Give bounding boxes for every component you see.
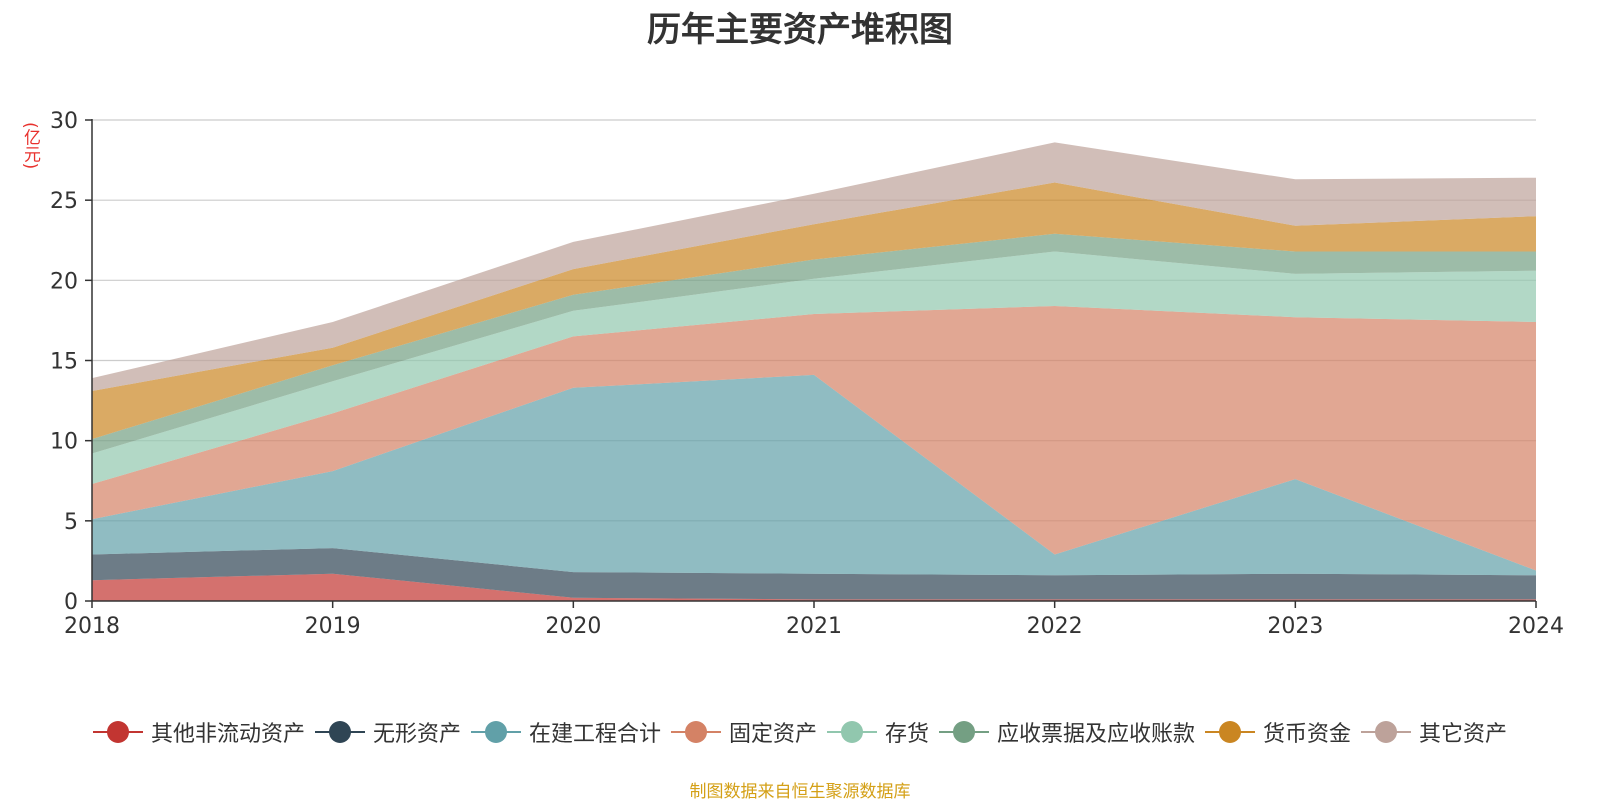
legend-item-6[interactable]: 货币资金 <box>1205 716 1351 748</box>
source-note: 制图数据来自恒生聚源数据库 <box>689 782 911 802</box>
legend-label: 存货 <box>885 722 930 747</box>
legend-item-5[interactable]: 应收票据及应收账款 <box>939 716 1195 748</box>
legend-label: 固定资产 <box>728 722 817 747</box>
y-tick-label: 10 <box>50 430 78 455</box>
area-series-1 <box>92 548 1536 600</box>
y-tick-label: 30 <box>50 109 78 134</box>
area-series <box>92 142 1536 601</box>
area-series-3 <box>92 306 1536 571</box>
legend-marker-icon <box>1361 721 1412 743</box>
x-tick-label: 2021 <box>786 614 842 639</box>
legend-marker-icon <box>470 721 521 743</box>
legend-marker-icon <box>92 721 143 743</box>
legend: 其他非流动资产 无形资产 在建工程合计 固定资产 存货 应收票据及应收账款 货币资金 其它资产 <box>0 716 1600 748</box>
x-tick-label: 2023 <box>1267 614 1323 639</box>
legend-item-4[interactable]: 存货 <box>827 716 929 748</box>
y-tick-label: 20 <box>50 269 78 294</box>
x-tick-label: 2020 <box>545 614 601 639</box>
x-tick-label: 2024 <box>1508 614 1564 639</box>
y-tick-label: 5 <box>64 510 78 535</box>
area-series-5 <box>92 233 1536 454</box>
y-tick-label: 15 <box>50 350 78 375</box>
axes: 0 5 10 15 20 25 30 2018 2019 2020 2021 2022 2023 2024 <box>50 109 1564 639</box>
legend-item-3[interactable]: 固定资产 <box>670 716 817 748</box>
legend-item-2[interactable]: 在建工程合计 <box>470 716 661 748</box>
legend-marker-icon <box>670 721 721 743</box>
area-series-0 <box>92 573 1536 601</box>
area-series-6 <box>92 182 1536 440</box>
chart-title: 历年主要资产堆积图 <box>647 10 953 50</box>
legend-marker-icon <box>827 721 877 743</box>
area-series-2 <box>92 374 1536 576</box>
legend-marker-icon <box>314 721 365 743</box>
x-tick-label: 2019 <box>305 614 361 639</box>
stacked-area-chart: 0 5 10 15 20 25 30 2018 2019 2020 2021 2022 2023 2024 <box>50 109 1564 639</box>
x-tick-label: 2022 <box>1027 614 1083 639</box>
legend-marker-icon <box>1205 721 1256 743</box>
area-series-4 <box>92 251 1536 484</box>
legend-item-0[interactable]: 其他非流动资产 <box>92 716 305 748</box>
legend-item-7[interactable]: 其它资产 <box>1361 716 1507 748</box>
legend-label: 在建工程合计 <box>528 722 661 747</box>
y-axis-label: (亿元) <box>20 122 40 170</box>
legend-label: 应收票据及应收账款 <box>997 722 1196 747</box>
y-tick-label: 25 <box>50 189 78 214</box>
legend-label: 货币资金 <box>1263 722 1352 747</box>
legend-item-1[interactable]: 无形资产 <box>314 716 461 748</box>
y-tick-label: 0 <box>64 590 78 615</box>
x-tick-label: 2018 <box>64 614 120 639</box>
legend-label: 其他非流动资产 <box>150 722 305 747</box>
legend-label: 其它资产 <box>1419 722 1508 747</box>
legend-label: 无形资产 <box>372 722 461 747</box>
legend-marker-icon <box>939 721 990 743</box>
